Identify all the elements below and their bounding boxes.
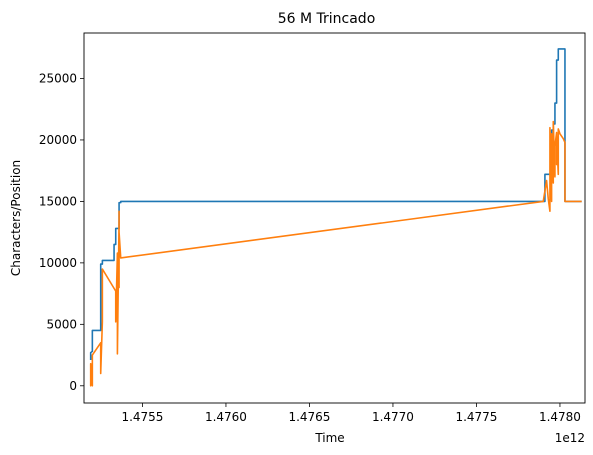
x-axis-label: Time (314, 431, 344, 445)
y-axis-label: Characters/Position (9, 160, 23, 276)
y-tick-label: 25000 (39, 71, 77, 85)
plot-series (89, 48, 582, 387)
plot-frame (83, 32, 586, 404)
x-tick-label: 1.4765 (288, 410, 330, 424)
chart-title: 56 M Trincado (278, 11, 376, 27)
x-tick-label: 1.4755 (121, 410, 163, 424)
series-line-position (89, 120, 582, 387)
x-tick-label: 1.4760 (205, 410, 247, 424)
x-tick-label: 1.4770 (372, 410, 414, 424)
axis-ticks: 1.4755 1.4760 1.4765 1.4770 1.4775 1.4780 0 500… (39, 71, 581, 424)
y-tick-label: 20000 (39, 133, 77, 147)
y-tick-label: 10000 (39, 256, 77, 270)
x-offset-label: 1e12 (555, 431, 585, 445)
y-tick-label: 15000 (39, 194, 77, 208)
x-tick-label: 1.4780 (539, 410, 581, 424)
series-line-characters (89, 48, 582, 360)
x-tick-label: 1.4775 (455, 410, 497, 424)
y-tick-label: 0 (69, 379, 77, 393)
y-tick-label: 5000 (46, 317, 77, 331)
